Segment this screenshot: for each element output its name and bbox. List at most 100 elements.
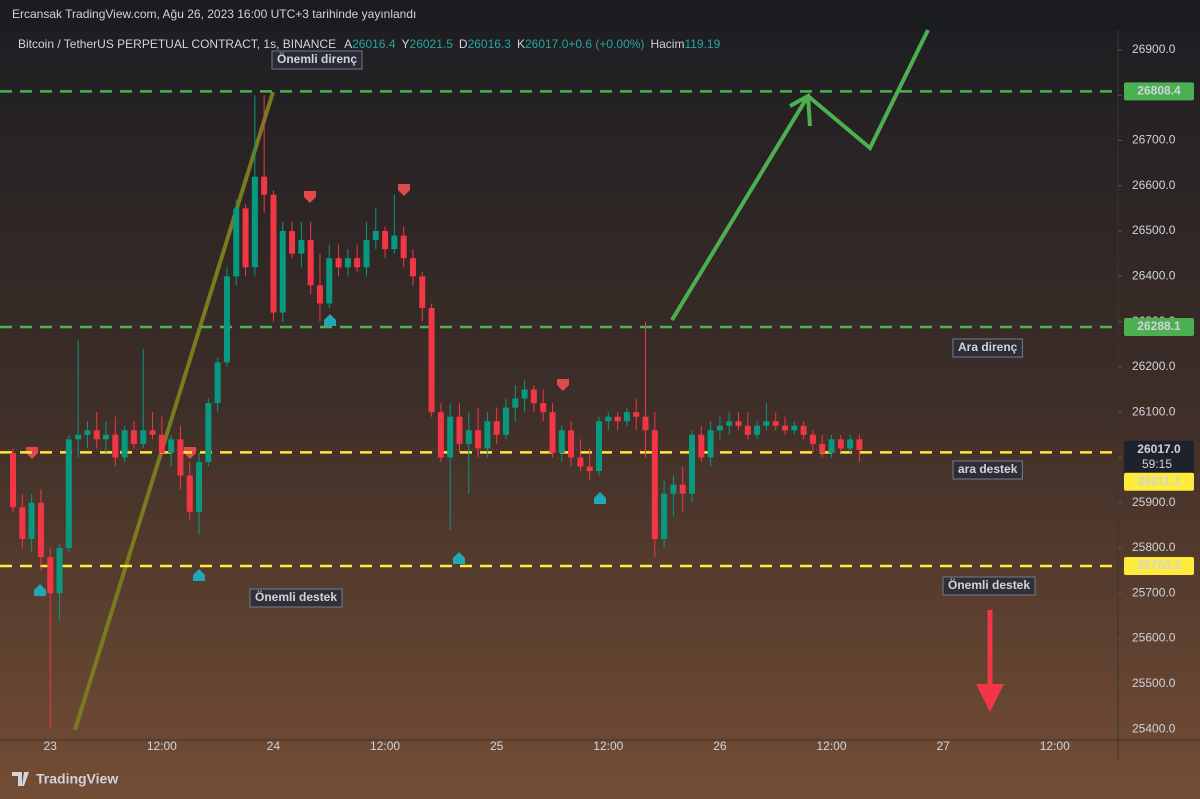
candle-body (363, 240, 370, 268)
candle-body (75, 434, 82, 440)
candle-body (558, 430, 565, 453)
candle-body (475, 430, 482, 449)
countdown: 59:15 (1142, 457, 1172, 471)
annotation: Önemli direnç (277, 51, 357, 66)
candle-body (47, 557, 54, 594)
candle-body (828, 439, 835, 453)
legend-key: Y (402, 37, 410, 51)
candle-body (242, 208, 249, 268)
candle-body (344, 258, 351, 268)
candle-body (623, 412, 630, 422)
annotation-box (952, 460, 1023, 480)
candle-body (28, 502, 35, 539)
legend-key: A (344, 37, 352, 51)
candle-body (56, 548, 63, 594)
legend-value: 26016.4 (352, 37, 396, 51)
candle-body (651, 430, 658, 539)
candle-body (847, 439, 854, 449)
candle-body (19, 507, 26, 539)
candle-body (502, 407, 509, 435)
annotation-box (249, 588, 343, 608)
buy-marker (453, 552, 465, 564)
candle-body (382, 231, 389, 250)
y-tick-label: 25700.0 (1132, 585, 1176, 599)
y-tick-label: 26200.0 (1132, 359, 1176, 373)
candle-body (233, 208, 240, 277)
candle-body (809, 434, 816, 444)
x-tick-label: 23 (44, 739, 58, 753)
candle-body (65, 439, 72, 549)
candle-body (84, 430, 91, 435)
candle-body (530, 389, 537, 404)
candle-body (177, 439, 184, 476)
candle-body (279, 231, 286, 313)
candle-body (856, 439, 863, 450)
candle-body (158, 434, 165, 453)
trend-line (73, 91, 275, 731)
candle-body (586, 466, 593, 472)
x-tick-label: 12:00 (370, 739, 400, 753)
level-price-box (1124, 557, 1194, 576)
annotation-box (271, 50, 363, 70)
annotation-box (952, 338, 1023, 358)
candle-body (419, 276, 426, 309)
annotation: ara destek (958, 462, 1018, 476)
candle-body (121, 430, 128, 458)
path-projection (806, 29, 930, 152)
candle-body (837, 439, 844, 449)
candle-body (205, 403, 212, 462)
y-tick-label: 25400.0 (1132, 721, 1176, 735)
candle-body (140, 430, 147, 444)
legend-key: K (517, 37, 525, 51)
annotation: Önemli destek (255, 589, 337, 604)
buy-marker (193, 569, 205, 581)
candle-body (521, 389, 528, 399)
level-price-label: 26288.1 (1137, 319, 1181, 333)
candle-body (251, 176, 258, 268)
current-price-box (1124, 440, 1194, 475)
y-tick-label: 25800.0 (1132, 540, 1176, 554)
symbol-title: Bitcoin / TetherUS PERPETUAL CONTRACT, 1… (18, 37, 336, 51)
x-tick-label: 27 (936, 739, 950, 753)
candle-body (428, 308, 435, 413)
candle-body (223, 276, 230, 363)
buy-marker (34, 584, 46, 596)
candle-body (298, 240, 305, 254)
x-tick-label: 12:00 (147, 739, 177, 753)
candle-body (540, 403, 547, 413)
candle-body (791, 425, 798, 431)
sell-marker (557, 379, 569, 391)
y-tick-label: 26700.0 (1132, 133, 1176, 147)
level-price-box (1124, 317, 1194, 336)
candle-body (707, 430, 714, 458)
candle-body (400, 235, 407, 259)
candle-body (744, 425, 751, 435)
legend-value: 119.19 (684, 37, 720, 51)
candle-body (335, 258, 342, 268)
level-price-box (1124, 82, 1194, 101)
current-price-label: 26017.0 (1137, 442, 1181, 456)
candle-body (772, 421, 779, 426)
candle-body (93, 430, 100, 440)
candle-body (698, 434, 705, 458)
footer: TradingView (12, 771, 118, 787)
candle-body (112, 434, 119, 458)
annotation-box (942, 576, 1036, 596)
candle-body (493, 421, 500, 435)
candle-body (577, 457, 584, 467)
candle-body (409, 258, 416, 277)
legend-value: 26016.3 (468, 37, 512, 51)
candle-body (37, 502, 44, 558)
candle-body (214, 362, 221, 404)
candle-body (103, 434, 110, 440)
candle-body (642, 416, 649, 431)
arrow-up (670, 94, 810, 322)
candle-body (456, 416, 463, 444)
candle-body (726, 421, 733, 426)
candle-body (261, 176, 268, 195)
candle-body (549, 412, 556, 453)
sell-marker (398, 184, 410, 196)
candle-body (614, 416, 621, 422)
candle-body (307, 240, 314, 286)
